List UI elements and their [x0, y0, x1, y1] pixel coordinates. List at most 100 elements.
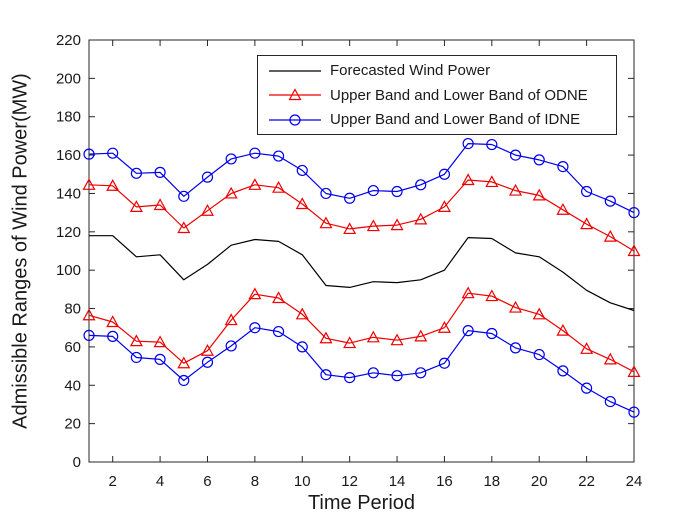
circle-marker	[462, 325, 474, 337]
circle-marker	[107, 330, 119, 342]
circle-marker	[154, 353, 166, 365]
series-upper-band-of-idne	[83, 137, 640, 219]
triangle-marker	[153, 335, 167, 348]
circle-marker	[344, 372, 356, 384]
circle-marker	[178, 190, 190, 202]
legend-item-forecast: Forecasted Wind Power	[266, 59, 616, 83]
y-tick-label: 220	[56, 32, 81, 49]
legend-label-idne: Upper Band and Lower Band of IDNE	[330, 111, 581, 128]
y-axis: 0 20 40 60 80 100 120 140 160 180 200 220	[56, 32, 634, 471]
triangle-marker	[485, 289, 499, 302]
y-tick-label: 160	[56, 147, 81, 164]
triangle-marker	[248, 178, 262, 190]
circle-marker	[462, 137, 474, 150]
legend-label-forecast: Forecasted Wind Power	[330, 62, 491, 79]
circle-marker	[415, 179, 427, 191]
circle-marker	[289, 113, 301, 126]
triangle-marker	[461, 173, 475, 186]
x-tick-label: 6	[203, 473, 211, 490]
circle-marker	[628, 406, 640, 418]
triangle-marker	[177, 356, 191, 369]
circle-marker	[604, 395, 616, 408]
triangle-marker	[532, 307, 546, 320]
circle-marker	[557, 365, 569, 377]
circle-marker	[533, 154, 545, 166]
x-tick-label: 16	[436, 473, 453, 490]
triangle-marker	[461, 286, 475, 299]
circle-marker	[367, 367, 379, 379]
circle-marker	[344, 192, 356, 204]
legend-sample-odne-triangle	[269, 88, 321, 101]
circle-marker	[272, 150, 285, 162]
y-tick-label: 40	[64, 377, 81, 394]
circle-marker	[296, 164, 308, 177]
triangle-marker	[343, 336, 357, 349]
circle-marker	[83, 148, 95, 160]
triangle-marker	[129, 334, 143, 347]
triangle-marker	[366, 219, 380, 232]
circle-marker	[628, 207, 640, 219]
triangle-marker	[319, 331, 333, 344]
triangle-marker	[272, 180, 286, 193]
x-tick-label: 18	[483, 473, 500, 490]
circle-marker	[201, 171, 214, 183]
y-tick-label: 180	[56, 109, 81, 126]
triangle-marker	[603, 352, 617, 365]
circle-marker	[178, 374, 190, 387]
triangle-marker	[288, 88, 302, 101]
triangle-marker	[272, 291, 286, 304]
y-tick-label: 20	[64, 416, 81, 433]
circle-marker	[367, 184, 379, 197]
circle-marker	[533, 348, 545, 361]
triangle-marker	[437, 200, 451, 212]
series-lower-band-of-odne	[82, 286, 641, 377]
triangle-marker	[580, 217, 594, 230]
circle-marker	[225, 153, 237, 165]
triangle-marker	[153, 198, 167, 211]
triangle-marker	[485, 175, 499, 188]
y-tick-label: 140	[56, 185, 81, 202]
circle-marker	[249, 147, 261, 159]
y-tick-label: 120	[56, 224, 81, 241]
legend-sample-forecast-line	[269, 69, 321, 72]
circle-marker	[581, 185, 593, 198]
triangle-marker	[366, 330, 380, 343]
x-tick-label: 22	[578, 473, 595, 490]
x-tick-label: 20	[531, 473, 548, 490]
series-lower-band-of-idne	[83, 322, 640, 418]
circle-marker	[225, 340, 237, 352]
triangle-marker	[82, 178, 96, 190]
triangle-marker	[129, 200, 143, 212]
triangle-marker	[106, 179, 120, 191]
triangle-marker	[603, 229, 617, 242]
triangle-marker	[414, 212, 428, 225]
circle-marker	[154, 166, 166, 178]
triangle-marker	[390, 218, 404, 231]
triangle-marker	[437, 320, 451, 333]
circle-marker	[83, 329, 95, 341]
triangle-marker	[580, 342, 594, 354]
triangle-marker	[295, 307, 309, 320]
y-axis-label: Admissible Ranges of Wind Power(MW)	[9, 73, 32, 429]
x-tick-label: 24	[626, 473, 643, 490]
triangle-marker	[532, 188, 546, 201]
triangle-marker	[509, 300, 523, 313]
circle-marker	[438, 357, 451, 369]
triangle-marker	[295, 197, 309, 210]
triangle-marker	[177, 221, 191, 234]
series-line	[88, 292, 635, 373]
x-tick-label: 4	[156, 473, 164, 490]
x-axis-label: Time Period	[307, 492, 416, 514]
y-tick-label: 0	[73, 454, 81, 471]
legend: Forecasted Wind Power Upper Band and Low…	[257, 55, 617, 135]
circle-marker	[557, 161, 569, 173]
x-axis: 2 4 6 8 10 12 14 16 18 20 22 24	[109, 40, 643, 490]
circle-marker	[391, 185, 403, 198]
circle-marker	[272, 325, 285, 338]
legend-label-odne: Upper Band and Lower Band of ODNE	[330, 86, 588, 104]
triangle-marker	[414, 329, 428, 342]
circle-marker	[320, 187, 332, 200]
x-tick-label: 14	[389, 473, 406, 490]
series-forecasted-wind-power	[89, 235, 635, 312]
